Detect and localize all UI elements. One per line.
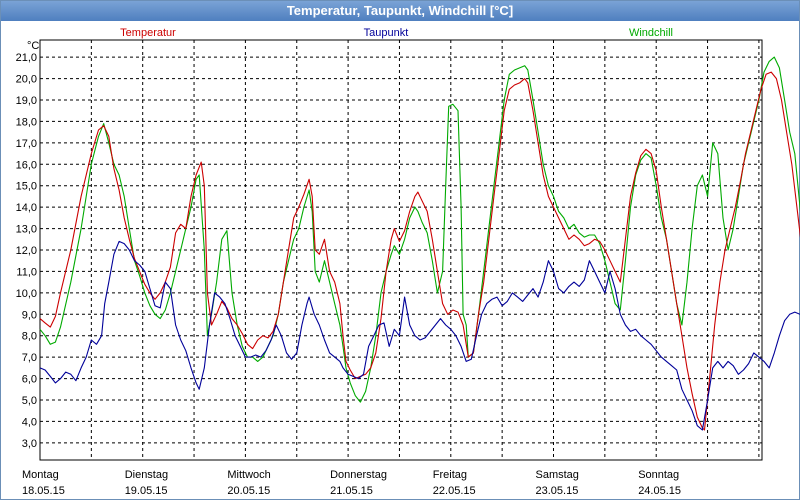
y-tick-label: 13,0 <box>16 224 37 236</box>
x-tick-day-label: Samstag <box>536 469 579 481</box>
x-tick-date-label: 24.05.15 <box>638 485 681 497</box>
x-tick-day-label: Freitag <box>433 469 467 481</box>
y-tick-label: 12,0 <box>16 245 37 257</box>
x-tick-day-label: Sonntag <box>638 469 679 481</box>
x-tick-date-label: 23.05.15 <box>536 485 579 497</box>
legend-taupunkt: Taupunkt <box>364 27 409 39</box>
series-line-temperatur <box>39 71 800 431</box>
legend-temperatur: Temperatur <box>120 27 176 39</box>
y-tick-label: 18,0 <box>16 116 37 128</box>
x-tick-day-label: Mittwoch <box>227 469 270 481</box>
y-tick-label: 16,0 <box>16 159 37 171</box>
x-tick-day-label: Montag <box>22 469 59 481</box>
y-tick-label: 5,0 <box>22 395 37 407</box>
y-tick-label: 10,0 <box>16 288 37 300</box>
y-tick-label: 4,0 <box>22 416 37 428</box>
x-tick-date-label: 21.05.15 <box>330 485 373 497</box>
y-axis-label: °C <box>27 40 39 52</box>
y-tick-label: 21,0 <box>16 52 37 64</box>
series-line-windchill <box>39 56 800 403</box>
y-tick-label: 9,0 <box>22 309 37 321</box>
y-tick-label: 19,0 <box>16 95 37 107</box>
x-tick-date-label: 22.05.15 <box>433 485 476 497</box>
x-tick-day-label: Dienstag <box>125 469 168 481</box>
legend-windchill: Windchill <box>629 27 673 39</box>
window-title: Temperatur, Taupunkt, Windchill [°C] <box>1 1 799 21</box>
y-tick-label: 6,0 <box>22 374 37 386</box>
y-tick-label: 8,0 <box>22 331 37 343</box>
y-tick-label: 3,0 <box>22 438 37 450</box>
y-tick-label: 20,0 <box>16 74 37 86</box>
x-tick-date-label: 20.05.15 <box>227 485 270 497</box>
y-tick-label: 14,0 <box>16 202 37 214</box>
series-line-taupunkt <box>39 240 800 431</box>
y-tick-label: 15,0 <box>16 181 37 193</box>
x-tick-date-label: 19.05.15 <box>125 485 168 497</box>
x-tick-date-label: 18.05.15 <box>22 485 65 497</box>
y-tick-label: 11,0 <box>16 266 37 278</box>
x-tick-day-label: Donnerstag <box>330 469 387 481</box>
y-tick-label: 17,0 <box>16 138 37 150</box>
y-tick-label: 7,0 <box>22 352 37 364</box>
